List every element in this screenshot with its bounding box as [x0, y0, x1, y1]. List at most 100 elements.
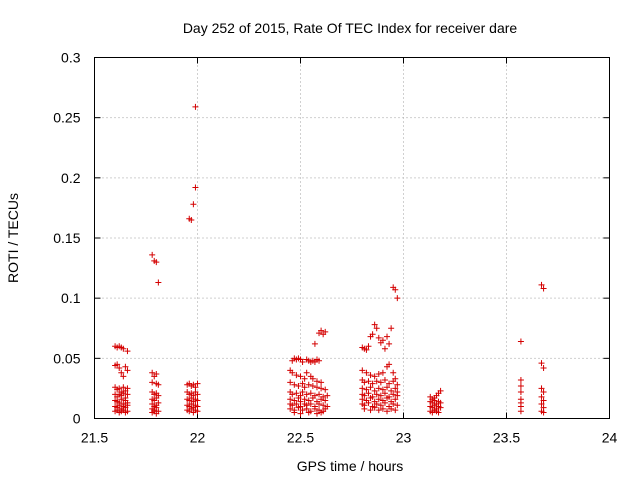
data-point: [192, 103, 199, 110]
data-point: [149, 369, 156, 376]
data-point: [303, 405, 310, 412]
data-point: [375, 385, 382, 392]
data-point: [392, 286, 399, 293]
data-point: [124, 367, 131, 374]
data-point: [369, 380, 376, 387]
data-point: [295, 404, 302, 411]
data-point: [295, 395, 302, 402]
data-point: [116, 402, 123, 409]
data-point: [363, 386, 370, 393]
data-point: [289, 402, 296, 409]
x-tick-label: 23.5: [493, 430, 520, 446]
data-point: [301, 375, 308, 382]
data-point: [390, 401, 397, 408]
data-point: [316, 391, 323, 398]
data-point: [303, 391, 310, 398]
data-point: [194, 408, 201, 415]
data-point: [307, 401, 314, 408]
data-point: [194, 391, 201, 398]
data-point: [367, 407, 374, 414]
data-point: [301, 384, 308, 391]
data-point: [305, 381, 312, 388]
data-point: [295, 383, 302, 390]
data-point: [363, 369, 370, 376]
data-point: [392, 396, 399, 403]
data-point: [392, 385, 399, 392]
data-point: [318, 327, 325, 334]
data-point: [371, 387, 378, 394]
data-point: [381, 399, 388, 406]
data-point: [540, 389, 547, 396]
data-point: [122, 363, 129, 370]
data-point: [120, 345, 127, 352]
x-axis-label: GPS time / hours: [297, 458, 404, 474]
y-axis-label: ROTI / TECUs: [5, 193, 21, 283]
data-point: [394, 295, 401, 302]
data-point: [124, 402, 131, 409]
data-point: [371, 404, 378, 411]
data-point: [363, 346, 370, 353]
data-point: [394, 381, 401, 388]
data-point: [313, 378, 320, 385]
data-point: [305, 397, 312, 404]
data-point: [289, 391, 296, 398]
data-point: [297, 373, 304, 380]
data-point: [293, 401, 300, 408]
data-point: [293, 372, 300, 379]
y-tick-label: 0.05: [53, 350, 80, 366]
data-point: [365, 378, 372, 385]
data-point: [291, 409, 298, 416]
x-tick-label: 21.5: [81, 430, 108, 446]
data-point: [517, 408, 524, 415]
data-point: [116, 364, 123, 371]
data-point: [437, 387, 444, 394]
data-point: [299, 358, 306, 365]
x-tick-label: 22.5: [287, 430, 314, 446]
gridlines: [94, 57, 610, 419]
data-point: [316, 357, 323, 364]
data-point: [373, 401, 380, 408]
data-point: [367, 384, 374, 391]
data-point: [540, 364, 547, 371]
data-point: [394, 392, 401, 399]
data-point: [517, 376, 524, 383]
data-point: [384, 408, 391, 415]
data-point: [435, 409, 442, 416]
data-point: [120, 384, 127, 391]
data-point: [318, 385, 325, 392]
data-point: [322, 386, 329, 393]
data-point: [324, 392, 331, 399]
data-point: [373, 378, 380, 385]
x-tick-labels: 21.5 22 22.5 23 23.5 24: [81, 430, 618, 446]
data-point: [293, 390, 300, 397]
data-point: [124, 391, 131, 398]
x-tick-label: 24: [602, 430, 618, 446]
data-point: [375, 407, 382, 414]
data-point: [309, 383, 316, 390]
data-point: [322, 328, 329, 335]
data-point: [318, 379, 325, 386]
data-point: [153, 404, 160, 411]
data-point: [318, 396, 325, 403]
data-point: [392, 407, 399, 414]
data-point: [361, 379, 368, 386]
data-point: [386, 380, 393, 387]
data-point: [188, 395, 195, 402]
data-point: [313, 410, 320, 417]
data-point: [309, 395, 316, 402]
data-point: [318, 409, 325, 416]
data-point: [371, 373, 378, 380]
data-point: [373, 391, 380, 398]
data-point: [540, 397, 547, 404]
data-point: [367, 395, 374, 402]
data-point: [390, 391, 397, 398]
data-point: [379, 369, 386, 376]
data-point: [311, 340, 318, 347]
data-point: [359, 367, 366, 374]
data-point: [371, 321, 378, 328]
data-point: [291, 381, 298, 388]
data-point: [386, 340, 393, 347]
data-point: [388, 405, 395, 412]
data-point: [538, 281, 545, 288]
